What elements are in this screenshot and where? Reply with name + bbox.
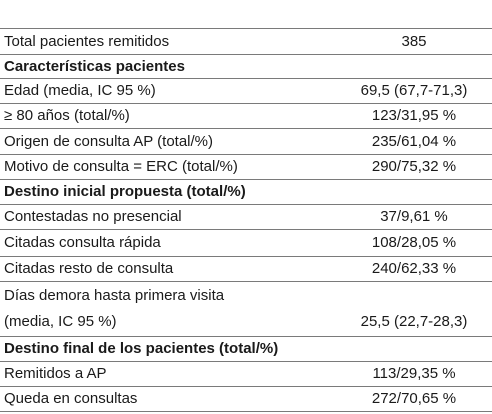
section-header-caracteristicas: Características pacientes	[0, 54, 492, 78]
row-value: 37/9,61 %	[380, 208, 448, 225]
row-label: Remitidos a AP	[4, 365, 107, 382]
row-value: 235/61,04 %	[371, 132, 457, 150]
row-value: 240/62,33 %	[371, 260, 457, 277]
row-label: ≥ 80 años (total/%)	[4, 107, 130, 124]
section-header-destino-inicial: Destino inicial propuesta (total/%)	[0, 179, 492, 204]
table-row-remitidos-ap: Remitidos a AP 113/29,35 %	[0, 361, 492, 386]
section-title: Características pacientes	[4, 57, 185, 75]
row-label: Contestadas no presencial	[4, 208, 182, 225]
section-title: Destino inicial propuesta (total/%)	[4, 183, 246, 200]
row-value: 290/75,32 %	[371, 158, 457, 175]
table-row-contestadas: Contestadas no presencial 37/9,61 %	[0, 204, 492, 229]
row-value: 108/28,05 %	[371, 234, 457, 251]
table-row-queda-consultas: Queda en consultas 272/70,65 %	[0, 386, 492, 412]
row-label-line-2: (media, IC 95 %)	[4, 313, 117, 330]
row-label: Total pacientes remitidos	[4, 32, 170, 50]
table-row-motivo: Motivo de consulta = ERC (total/%) 290/7…	[0, 154, 492, 179]
table-row-origen: Origen de consulta AP (total/%) 235/61,0…	[0, 128, 492, 154]
row-value: 385	[401, 32, 427, 50]
table-row-edad: Edad (media, IC 95 %) 69,5 (67,7-71,3)	[0, 78, 492, 103]
row-label: Días demora hasta primera visita (media,…	[0, 283, 336, 335]
row-label: Queda en consultas	[4, 390, 138, 407]
table-row-citadas-rapida: Citadas consulta rápida 108/28,05 %	[0, 229, 492, 256]
section-header-destino-final: Destino final de los pacientes (total/%)	[0, 336, 492, 361]
table-row-citadas-resto: Citadas resto de consulta 240/62,33 %	[0, 256, 492, 281]
row-value: 272/70,65 %	[371, 390, 457, 407]
row-value: 123/31,95 %	[371, 107, 457, 124]
row-label: Edad (media, IC 95 %)	[4, 82, 156, 99]
row-value: 69,5 (67,7-71,3)	[360, 82, 468, 99]
table-row-total: Total pacientes remitidos 385	[0, 28, 492, 54]
row-value: 113/29,35 %	[372, 365, 456, 382]
row-value: 25,5 (22,7-28,3)	[360, 313, 468, 330]
row-label-line-1: Días demora hasta primera visita	[4, 287, 225, 304]
row-label: Origen de consulta AP (total/%)	[4, 132, 214, 150]
row-label: Citadas resto de consulta	[4, 260, 174, 277]
section-title: Destino final de los pacientes (total/%)	[4, 340, 279, 357]
row-label: Citadas consulta rápida	[4, 234, 161, 251]
row-label: Motivo de consulta = ERC (total/%)	[4, 158, 238, 175]
table-row-80-anos: ≥ 80 años (total/%) 123/31,95 %	[0, 103, 492, 128]
table-row-dias-demora: Días demora hasta primera visita (media,…	[0, 281, 492, 336]
